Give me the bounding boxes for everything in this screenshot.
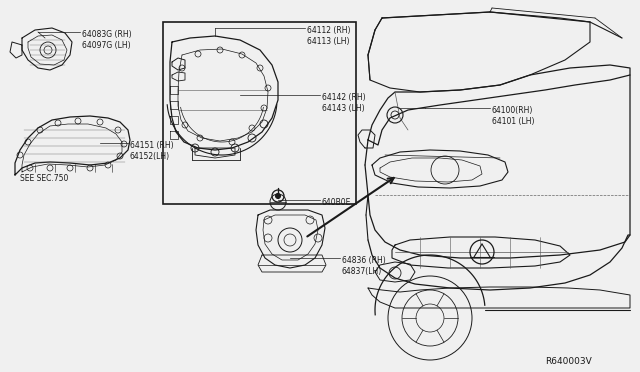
- Text: SEE SEC.750: SEE SEC.750: [20, 173, 68, 183]
- Text: 64836 (RH)
64837(LH): 64836 (RH) 64837(LH): [342, 256, 386, 276]
- Text: R640003V: R640003V: [545, 357, 592, 366]
- Bar: [163, 22, 356, 204]
- Text: 64151 (RH)
64152(LH): 64151 (RH) 64152(LH): [130, 141, 173, 161]
- Circle shape: [275, 193, 280, 199]
- Text: 64100(RH)
64101 (LH): 64100(RH) 64101 (LH): [492, 106, 534, 126]
- Text: 64112 (RH)
64113 (LH): 64112 (RH) 64113 (LH): [307, 26, 351, 46]
- Text: 64142 (RH)
64143 (LH): 64142 (RH) 64143 (LH): [322, 93, 365, 113]
- Text: 64083G (RH)
64097G (LH): 64083G (RH) 64097G (LH): [82, 30, 132, 50]
- Text: 640B0E: 640B0E: [322, 198, 351, 207]
